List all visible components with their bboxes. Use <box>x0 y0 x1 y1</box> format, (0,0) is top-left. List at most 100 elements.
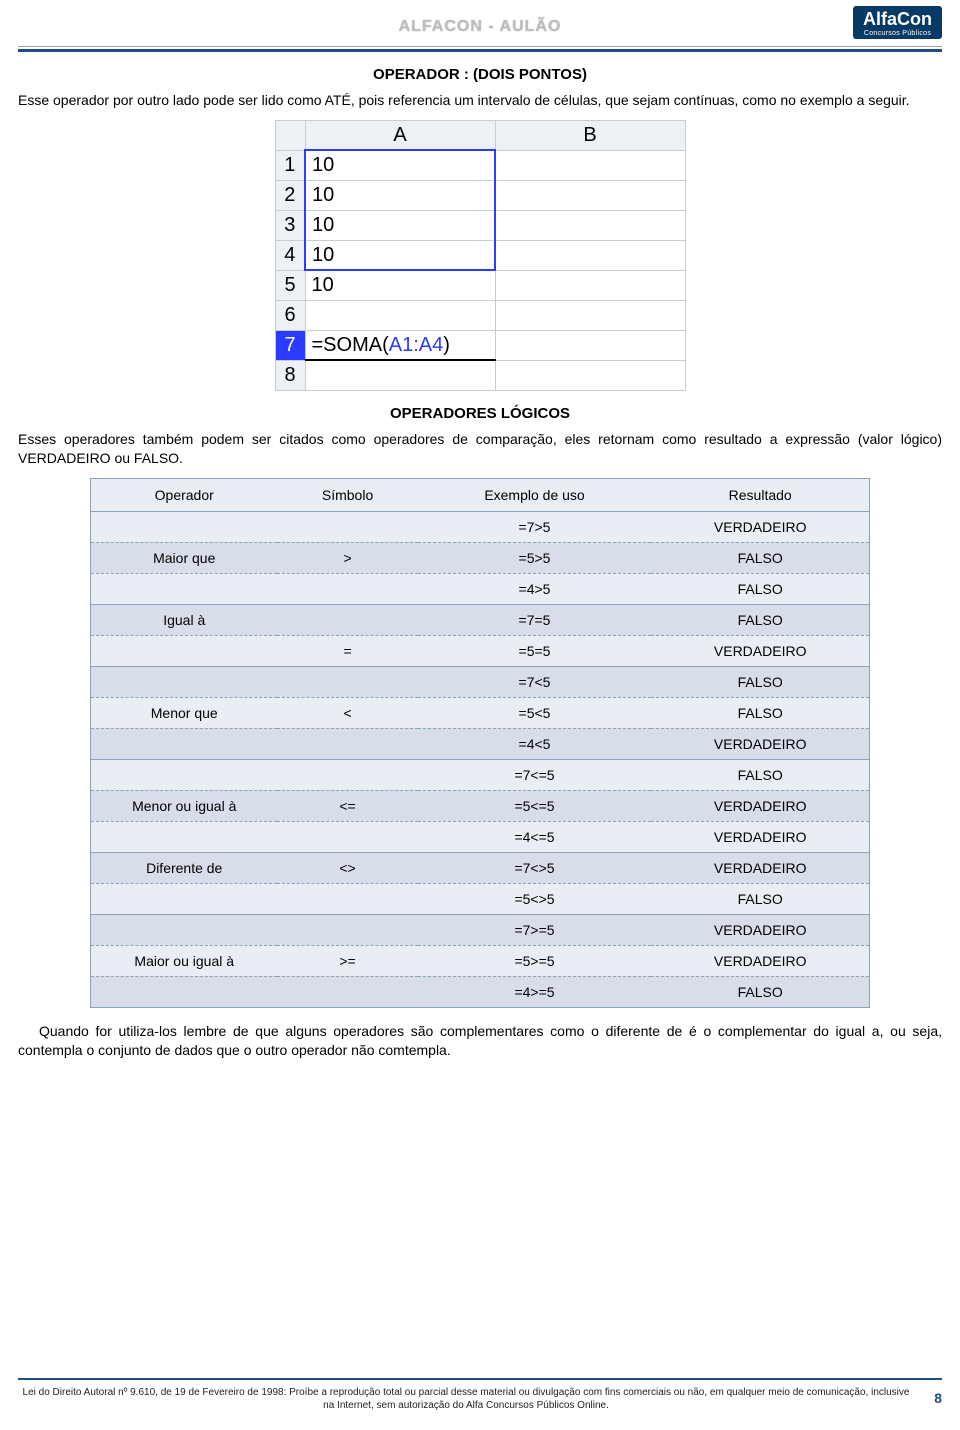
table-cell: FALSO <box>651 697 869 728</box>
table-cell <box>277 511 417 542</box>
table-cell <box>277 821 417 852</box>
header-title: ALFACON - AULÃO <box>399 18 562 36</box>
cell-b7 <box>495 330 685 360</box>
row-header: 4 <box>275 240 305 270</box>
page-number: 8 <box>926 1386 942 1406</box>
table-cell: VERDADEIRO <box>651 852 869 883</box>
logo-big: AlfaCon <box>863 9 932 29</box>
table-row: =7<=5FALSO <box>91 759 870 790</box>
table-cell <box>91 573 278 604</box>
table-cell <box>91 511 278 542</box>
table-row: =4<5VERDADEIRO <box>91 728 870 759</box>
row-header: 3 <box>275 210 305 240</box>
cell-a8 <box>305 360 495 390</box>
formula-tail: ) <box>443 334 450 356</box>
table-row: =7>=5VERDADEIRO <box>91 914 870 945</box>
table-cell: <= <box>277 790 417 821</box>
table-cell: =7>5 <box>418 511 652 542</box>
table-cell <box>277 976 417 1007</box>
cell-b5 <box>495 270 685 300</box>
row-header: 8 <box>275 360 305 390</box>
table-cell: FALSO <box>651 666 869 697</box>
section-title-2: OPERADORES LÓGICOS <box>18 405 942 422</box>
divider-accent <box>18 49 942 52</box>
cell-b4 <box>495 240 685 270</box>
cell-a1: 10 <box>305 150 495 180</box>
table-cell: =4>5 <box>418 573 652 604</box>
table-cell: > <box>277 542 417 573</box>
col-header-b: B <box>495 120 685 150</box>
table-cell: VERDADEIRO <box>651 635 869 666</box>
table-cell: FALSO <box>651 976 869 1007</box>
section-title-1: OPERADOR : (DOIS PONTOS) <box>18 66 942 83</box>
table-cell: =7>=5 <box>418 914 652 945</box>
table-row: Diferente de<>=7<>5VERDADEIRO <box>91 852 870 883</box>
table-row: Maior ou igual à>==5>=5VERDADEIRO <box>91 945 870 976</box>
table-cell: VERDADEIRO <box>651 914 869 945</box>
table-cell: Maior ou igual à <box>91 945 278 976</box>
table-cell: = <box>277 635 417 666</box>
table-cell: =4<=5 <box>418 821 652 852</box>
operators-table: Operador Símbolo Exemplo de uso Resultad… <box>90 478 870 1008</box>
table-row: Igual à =7=5FALSO <box>91 604 870 635</box>
table-cell: =5<>5 <box>418 883 652 914</box>
table-cell: =5>5 <box>418 542 652 573</box>
table-cell <box>277 666 417 697</box>
row-header: 2 <box>275 180 305 210</box>
divider-thin <box>18 46 942 47</box>
table-cell <box>277 883 417 914</box>
table-cell: =7<5 <box>418 666 652 697</box>
footer-copyright: Lei do Direito Autoral nº 9.610, de 19 d… <box>18 1386 914 1412</box>
table-cell <box>91 635 278 666</box>
table-cell: VERDADEIRO <box>651 728 869 759</box>
cell-b2 <box>495 180 685 210</box>
table-row: =5<>5FALSO <box>91 883 870 914</box>
logo-small: Concursos Públicos <box>863 30 932 37</box>
table-row: ==5=5VERDADEIRO <box>91 635 870 666</box>
cell-b8 <box>495 360 685 390</box>
table-cell <box>91 666 278 697</box>
table-cell: FALSO <box>651 604 869 635</box>
formula-ref: A1:A4 <box>389 334 443 356</box>
table-cell: Igual à <box>91 604 278 635</box>
table-cell: Diferente de <box>91 852 278 883</box>
cell-b6 <box>495 300 685 330</box>
brand-logo: AlfaCon Concursos Públicos <box>853 6 942 39</box>
spreadsheet-figure: A B 1 10 2 10 3 10 4 10 <box>18 120 942 391</box>
table-cell: =5<=5 <box>418 790 652 821</box>
table-cell: VERDADEIRO <box>651 945 869 976</box>
ops-th-simbolo: Símbolo <box>277 478 417 511</box>
section-text-2: Esses operadores também podem ser citado… <box>18 430 942 468</box>
table-cell: VERDADEIRO <box>651 511 869 542</box>
table-row: Menor que<=5<5FALSO <box>91 697 870 728</box>
cell-a6 <box>305 300 495 330</box>
cell-b3 <box>495 210 685 240</box>
table-cell: <> <box>277 852 417 883</box>
table-row: =4>5FALSO <box>91 573 870 604</box>
row-header: 6 <box>275 300 305 330</box>
section-text-1: Esse operador por outro lado pode ser li… <box>18 91 942 110</box>
table-row: =7>5VERDADEIRO <box>91 511 870 542</box>
table-cell: =7<=5 <box>418 759 652 790</box>
table-cell <box>91 821 278 852</box>
table-cell: Menor ou igual à <box>91 790 278 821</box>
table-cell <box>91 883 278 914</box>
ops-th-operador: Operador <box>91 478 278 511</box>
formula-prefix: =SOMA( <box>312 334 389 356</box>
table-cell: =7=5 <box>418 604 652 635</box>
cell-b1 <box>495 150 685 180</box>
table-cell: FALSO <box>651 759 869 790</box>
page-footer: Lei do Direito Autoral nº 9.610, de 19 d… <box>18 1378 942 1412</box>
ops-th-resultado: Resultado <box>651 478 869 511</box>
footer-divider <box>18 1378 942 1380</box>
table-cell: FALSO <box>651 542 869 573</box>
table-cell: FALSO <box>651 573 869 604</box>
table-cell: =5<5 <box>418 697 652 728</box>
table-cell: =4<5 <box>418 728 652 759</box>
table-cell <box>277 759 417 790</box>
cell-a7-formula: =SOMA(A1:A4) <box>305 330 495 360</box>
table-cell: =4>=5 <box>418 976 652 1007</box>
table-cell: VERDADEIRO <box>651 790 869 821</box>
cell-a4: 10 <box>305 240 495 270</box>
table-cell: >= <box>277 945 417 976</box>
